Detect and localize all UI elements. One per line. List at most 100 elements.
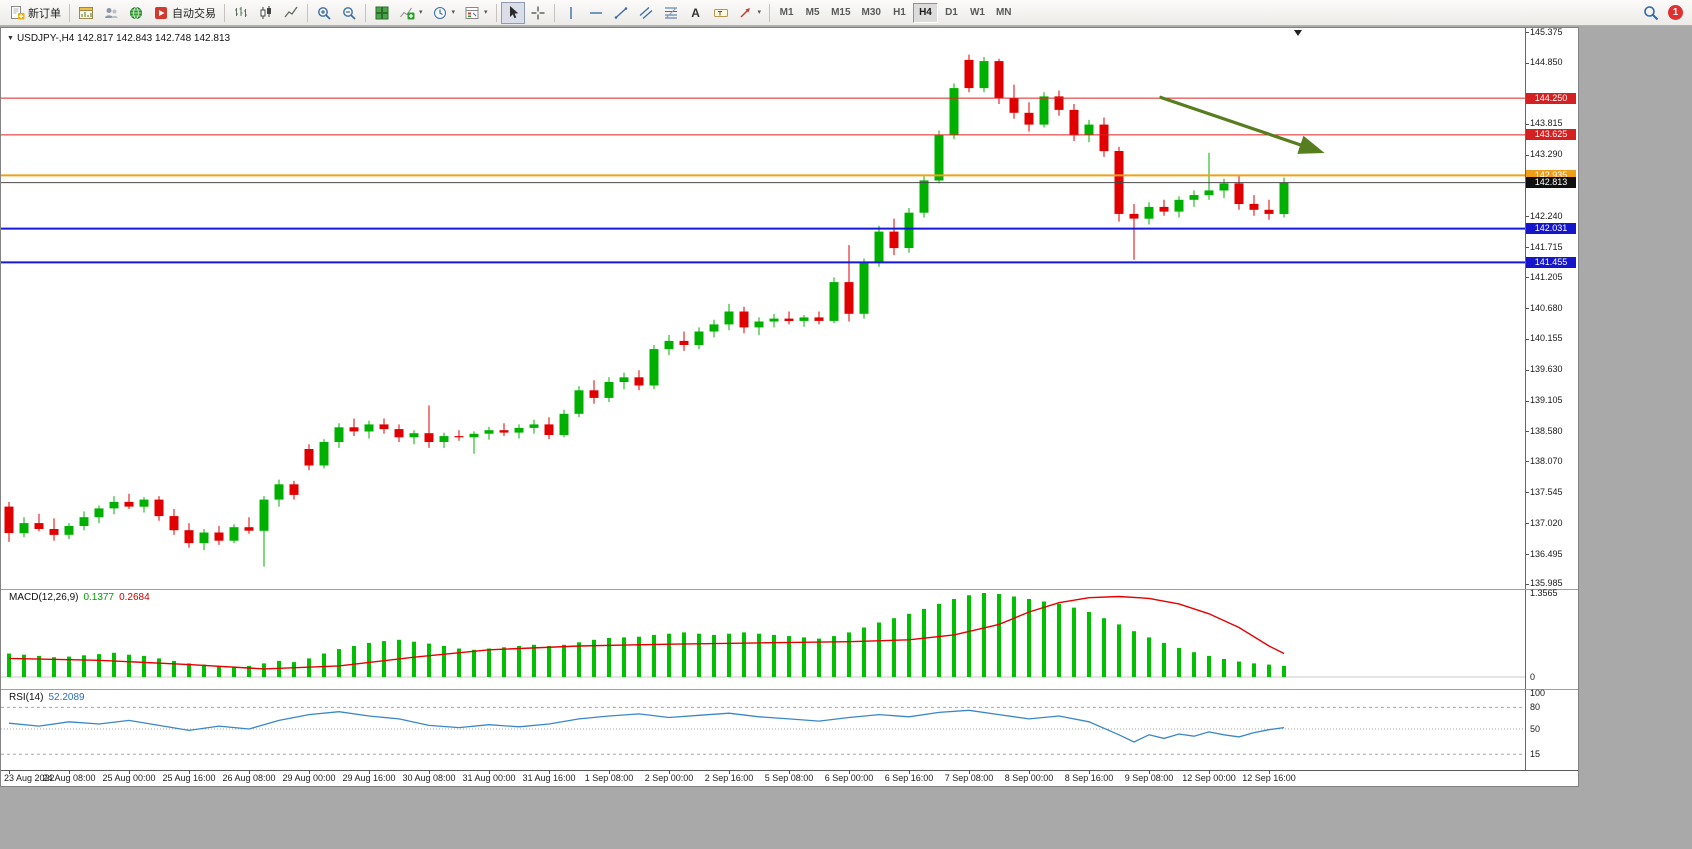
macd-name: MACD(12,26,9) <box>9 592 79 603</box>
timeframe-button-w1[interactable]: W1 <box>965 3 990 23</box>
fibonacci-tool-button[interactable] <box>659 2 683 24</box>
tile-windows-button[interactable] <box>370 2 394 24</box>
toolbar-separator <box>69 3 70 22</box>
price-axis-tick <box>1526 369 1529 371</box>
time-axis-label: 8 Sep 16:00 <box>1064 773 1114 783</box>
time-axis-tick <box>429 770 430 774</box>
price-axis-label: 145.375 <box>1530 27 1563 37</box>
time-axis-label: 5 Sep 08:00 <box>764 773 814 783</box>
profiles-icon <box>105 7 118 18</box>
time-axis-tick <box>669 770 670 774</box>
timeframe-button-m1[interactable]: M1 <box>774 3 799 23</box>
price-axis-tick <box>1526 461 1529 463</box>
price-axis[interactable] <box>1525 28 1578 770</box>
timeframe-button-h4[interactable]: H4 <box>912 2 938 23</box>
search-button[interactable] <box>1639 2 1663 24</box>
crosshair-tool-button[interactable] <box>526 2 550 24</box>
timeframe-button-mn[interactable]: MN <box>991 3 1017 23</box>
time-axis-label: 30 Aug 08:00 <box>402 773 456 783</box>
time-axis-label: 29 Aug 16:00 <box>342 773 396 783</box>
rsi-panel-canvas[interactable] <box>1 690 1525 769</box>
rsi-name: RSI(14) <box>9 692 44 703</box>
price-chart-canvas[interactable] <box>1 28 1525 589</box>
indicators-button[interactable]: ▾ <box>395 2 427 24</box>
toolbar-separator <box>307 3 308 22</box>
price-axis-label: 136.495 <box>1530 548 1563 559</box>
arrows-icon <box>740 7 750 18</box>
macd-axis-label: 0 <box>1530 671 1536 682</box>
toolbar-separator <box>224 3 225 22</box>
bar-chart-icon <box>235 6 247 17</box>
time-axis-label: 6 Sep 16:00 <box>884 773 934 783</box>
price-axis-tick <box>1526 216 1529 218</box>
vertical-line-icon <box>569 6 572 19</box>
auto-trading-label: 自动交易 <box>172 7 216 20</box>
new-order-button[interactable]: 新订单 <box>5 2 65 24</box>
time-axis-tick <box>129 770 130 774</box>
time-axis-tick <box>1209 770 1210 774</box>
templates-button[interactable]: ▾ <box>460 2 492 24</box>
price-axis-tick <box>1526 32 1529 33</box>
symbol-ohlc-label: ▼ USDJPY-,H4 142.817 142.843 142.748 142… <box>7 33 230 44</box>
trendline-tool-button[interactable] <box>609 2 633 24</box>
price-axis-label: 143.815 <box>1530 118 1563 129</box>
panel-splitter[interactable] <box>1 689 1578 690</box>
panel-splitter[interactable] <box>1 589 1578 590</box>
zoom-in-button[interactable] <box>312 2 336 24</box>
chevron-down-icon: ▾ <box>757 9 762 16</box>
price-axis-label: 140.155 <box>1530 333 1563 344</box>
crosshair-icon <box>531 6 545 19</box>
macd-panel-canvas[interactable] <box>1 590 1525 688</box>
cursor-icon <box>509 5 518 18</box>
timeframe-button-h1[interactable]: H1 <box>887 3 912 23</box>
community-button[interactable] <box>124 2 148 24</box>
time-axis-label: 6 Sep 00:00 <box>824 773 874 783</box>
horizontal-line-tool-button[interactable] <box>584 2 608 24</box>
rsi-axis-label: 15 <box>1530 748 1541 759</box>
bar-chart-mode-button[interactable] <box>229 2 253 24</box>
time-axis-label: 25 Aug 00:00 <box>102 773 156 783</box>
zoom-out-button[interactable] <box>337 2 361 24</box>
price-axis-label: 139.105 <box>1530 395 1563 406</box>
time-axis-tick <box>69 770 70 774</box>
macd-axis-label: 1.3565 <box>1530 587 1558 598</box>
time-axis-tick <box>309 770 310 774</box>
price-level-label-current-price-line: 142.813 <box>1526 177 1576 189</box>
time-axis-tick <box>729 770 730 774</box>
text-label-icon <box>713 8 728 17</box>
timeframe-button-m15[interactable]: M15 <box>826 3 855 23</box>
text-label-tool-button[interactable] <box>709 2 733 24</box>
timeframe-toolbar: M1 M5 M15 M30 H1 H4 D1 W1 MN <box>774 2 1017 23</box>
charts-window-button[interactable] <box>74 2 98 24</box>
periods-button[interactable]: ▾ <box>428 2 460 24</box>
time-axis-tick <box>969 770 970 774</box>
time-axis-label: 29 Aug 00:00 <box>282 773 336 783</box>
profiles-button[interactable] <box>99 2 123 24</box>
line-chart-icon <box>284 6 298 17</box>
time-axis-label: 2 Sep 00:00 <box>644 773 694 783</box>
new-order-label: 新订单 <box>28 7 61 20</box>
time-axis-tick <box>1149 770 1150 774</box>
timeframe-button-m5[interactable]: M5 <box>800 3 825 23</box>
trendline-icon <box>614 6 627 19</box>
arrows-tool-button[interactable]: ▾ <box>734 2 766 24</box>
toolbar-separator <box>365 3 366 22</box>
price-axis-label: 142.240 <box>1530 210 1563 221</box>
price-level-label-resistance-line-upper: 144.250 <box>1526 92 1576 104</box>
candlestick-mode-button[interactable] <box>254 2 278 24</box>
timeframe-button-d1[interactable]: D1 <box>939 3 964 23</box>
cursor-tool-button[interactable] <box>500 1 525 24</box>
vertical-line-tool-button[interactable] <box>559 2 583 24</box>
time-axis-label: 12 Sep 16:00 <box>1242 773 1296 783</box>
price-axis-tick <box>1526 154 1529 156</box>
line-chart-mode-button[interactable] <box>279 2 303 24</box>
time-axis-tick <box>549 770 550 774</box>
price-axis-tick <box>1526 62 1529 64</box>
symbol-dropdown-icon[interactable]: ▼ <box>7 35 14 42</box>
text-tool-button[interactable]: A <box>684 2 708 24</box>
notification-badge[interactable]: 1 <box>1668 5 1683 20</box>
time-axis-label: 26 Aug 08:00 <box>222 773 276 783</box>
equidistant-channel-tool-button[interactable] <box>634 2 658 24</box>
timeframe-button-m30[interactable]: M30 <box>857 3 886 23</box>
auto-trading-button[interactable]: 自动交易 <box>149 2 220 24</box>
